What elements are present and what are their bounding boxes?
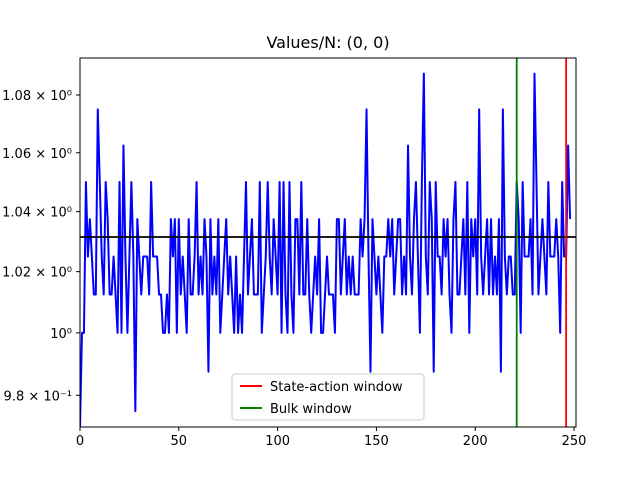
y-tick-label: 1.02 × 10⁰ xyxy=(2,266,72,281)
x-tick-label: 50 xyxy=(171,434,188,449)
y-tick-label: 9.8 × 10⁻¹ xyxy=(4,389,72,404)
y-tick-label: 1.06 × 10⁰ xyxy=(2,147,72,162)
legend-box xyxy=(231,373,425,421)
legend: State-action window Bulk window xyxy=(231,373,425,421)
plot-clipped-group xyxy=(80,58,576,427)
chart-title: Values/N: (0, 0) xyxy=(266,33,389,52)
x-tick-label: 100 xyxy=(265,434,290,449)
y-tick-label: 1.08 × 10⁰ xyxy=(2,89,72,104)
axes: 0 50 100 150 200 250 9.8 × 10⁻¹ 10⁰ 1.02 × 10⁰ 1.… xyxy=(2,57,587,449)
legend-label-0: State-action window xyxy=(270,380,403,395)
series-line-0 xyxy=(80,72,572,427)
y-tick-label: 10⁰ xyxy=(50,327,72,342)
axes-frame xyxy=(79,57,577,428)
y-tick-label: 1.04 × 10⁰ xyxy=(2,206,72,221)
plot-area xyxy=(80,58,576,427)
legend-label-1: Bulk window xyxy=(270,402,352,417)
x-tick-label: 150 xyxy=(364,434,389,449)
x-tick-label: 250 xyxy=(562,434,587,449)
x-tick-label: 0 xyxy=(76,434,84,449)
x-tick-label: 200 xyxy=(463,434,488,449)
